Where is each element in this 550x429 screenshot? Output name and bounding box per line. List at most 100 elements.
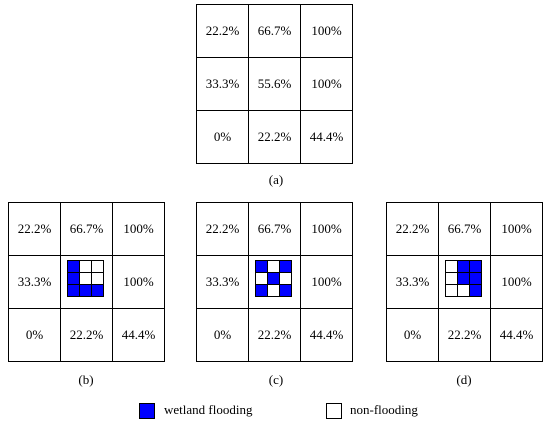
grid-cell: 66.7%: [439, 203, 491, 256]
grid-value: 44.4%: [309, 129, 344, 144]
grid-cell: 0%: [197, 309, 249, 362]
grid-value: 33.3%: [17, 274, 52, 289]
grid-cell: 22.2%: [197, 5, 249, 58]
legend-wet-label: wetland flooding: [164, 402, 253, 417]
center-cell: [439, 256, 491, 309]
grid-cell: 0%: [9, 309, 61, 362]
grid-value: 100%: [311, 221, 342, 236]
wet-subcell: [470, 273, 482, 285]
wet-subcell: [256, 261, 268, 273]
wet-subcell: [80, 285, 92, 297]
grid-value: 44.4%: [499, 327, 534, 342]
wet-subcell: [458, 273, 470, 285]
legend-dry-label: non-flooding: [350, 402, 418, 417]
grid-value: 22.2%: [17, 221, 52, 236]
grid-value: 100%: [501, 274, 532, 289]
dry-subcell: [446, 261, 458, 273]
dry-subcell: [92, 273, 104, 285]
grid-value: 100%: [123, 221, 154, 236]
grid-cell: 100%: [113, 256, 165, 309]
grid-value: 66.7%: [257, 23, 292, 38]
dry-subcell: [458, 285, 470, 297]
grid-value: 22.2%: [205, 23, 240, 38]
grid-value: 100%: [123, 274, 154, 289]
grid-cell: 33.3%: [9, 256, 61, 309]
center-cell: [61, 256, 113, 309]
legend-dry-swatch: [326, 403, 342, 419]
grid-cell: 100%: [301, 58, 353, 111]
grid-value: 22.2%: [257, 327, 292, 342]
dry-subcell: [268, 261, 280, 273]
grid-cell: 66.7%: [249, 5, 301, 58]
grid-cell: 22.2%: [249, 309, 301, 362]
grid-value: 22.2%: [69, 327, 104, 342]
caption-a: (a): [268, 172, 284, 187]
flooding-subgrid: [67, 260, 104, 297]
grid-value: 0%: [25, 327, 44, 342]
wet-subcell: [280, 285, 292, 297]
grid-cell: 22.2%: [249, 111, 301, 164]
wet-subcell: [470, 261, 482, 273]
dry-subcell: [446, 285, 458, 297]
grid-value: 44.4%: [121, 327, 156, 342]
dry-subcell: [92, 261, 104, 273]
wet-subcell: [68, 273, 80, 285]
center-cell: 55.6%: [249, 58, 301, 111]
grid-cell: 100%: [301, 5, 353, 58]
grid-cell: 100%: [491, 256, 543, 309]
grid-panel-a: 22.2% 66.7% 100% 33.3% 55.6% 100% 0% 22.2% 44.4%: [196, 4, 353, 164]
grid-cell: 33.3%: [197, 256, 249, 309]
grid-cell: 44.4%: [301, 309, 353, 362]
wet-subcell: [458, 261, 470, 273]
grid-value: 66.7%: [257, 221, 292, 236]
wet-subcell: [268, 273, 280, 285]
grid-value: 33.3%: [205, 76, 240, 91]
dry-subcell: [80, 273, 92, 285]
grid-cell: 22.2%: [439, 309, 491, 362]
grid-value: 100%: [311, 76, 342, 91]
grid-value: 33.3%: [205, 274, 240, 289]
grid-cell: 22.2%: [61, 309, 113, 362]
flooding-subgrid: [445, 260, 482, 297]
caption-b: (b): [78, 372, 94, 387]
grid-panel-d: 22.2% 66.7% 100% 33.3% 100% 0% 22.2% 44.4%: [386, 202, 543, 362]
grid-cell: 100%: [301, 256, 353, 309]
caption-d: (d): [456, 372, 472, 387]
grid-cell: 44.4%: [113, 309, 165, 362]
flooding-subgrid: [255, 260, 292, 297]
grid-value: 0%: [403, 327, 422, 342]
grid-cell: 44.4%: [301, 111, 353, 164]
grid-value: 55.6%: [257, 76, 292, 91]
grid-cell: 100%: [491, 203, 543, 256]
wet-subcell: [470, 285, 482, 297]
grid-panel-b: 22.2% 66.7% 100% 33.3% 100% 0% 22.2% 44.4%: [8, 202, 165, 362]
grid-cell: 22.2%: [197, 203, 249, 256]
grid-value: 22.2%: [257, 129, 292, 144]
dry-subcell: [446, 273, 458, 285]
grid-value: 100%: [501, 221, 532, 236]
grid-cell: 0%: [387, 309, 439, 362]
grid-value: 66.7%: [447, 221, 482, 236]
grid-cell: 100%: [301, 203, 353, 256]
wet-subcell: [92, 285, 104, 297]
dry-subcell: [280, 273, 292, 285]
grid-value: 100%: [311, 274, 342, 289]
grid-cell: 0%: [197, 111, 249, 164]
grid-value: 100%: [311, 23, 342, 38]
wet-subcell: [68, 285, 80, 297]
center-cell: [249, 256, 301, 309]
grid-cell: 22.2%: [9, 203, 61, 256]
grid-value: 0%: [213, 129, 232, 144]
dry-subcell: [268, 285, 280, 297]
grid-cell: 44.4%: [491, 309, 543, 362]
grid-cell: 33.3%: [387, 256, 439, 309]
grid-value: 33.3%: [395, 274, 430, 289]
wet-subcell: [68, 261, 80, 273]
grid-cell: 22.2%: [387, 203, 439, 256]
legend-wet-swatch: [139, 403, 155, 419]
grid-value: 66.7%: [69, 221, 104, 236]
caption-c: (c): [268, 372, 284, 387]
grid-value: 22.2%: [447, 327, 482, 342]
grid-cell: 66.7%: [61, 203, 113, 256]
grid-cell: 100%: [113, 203, 165, 256]
